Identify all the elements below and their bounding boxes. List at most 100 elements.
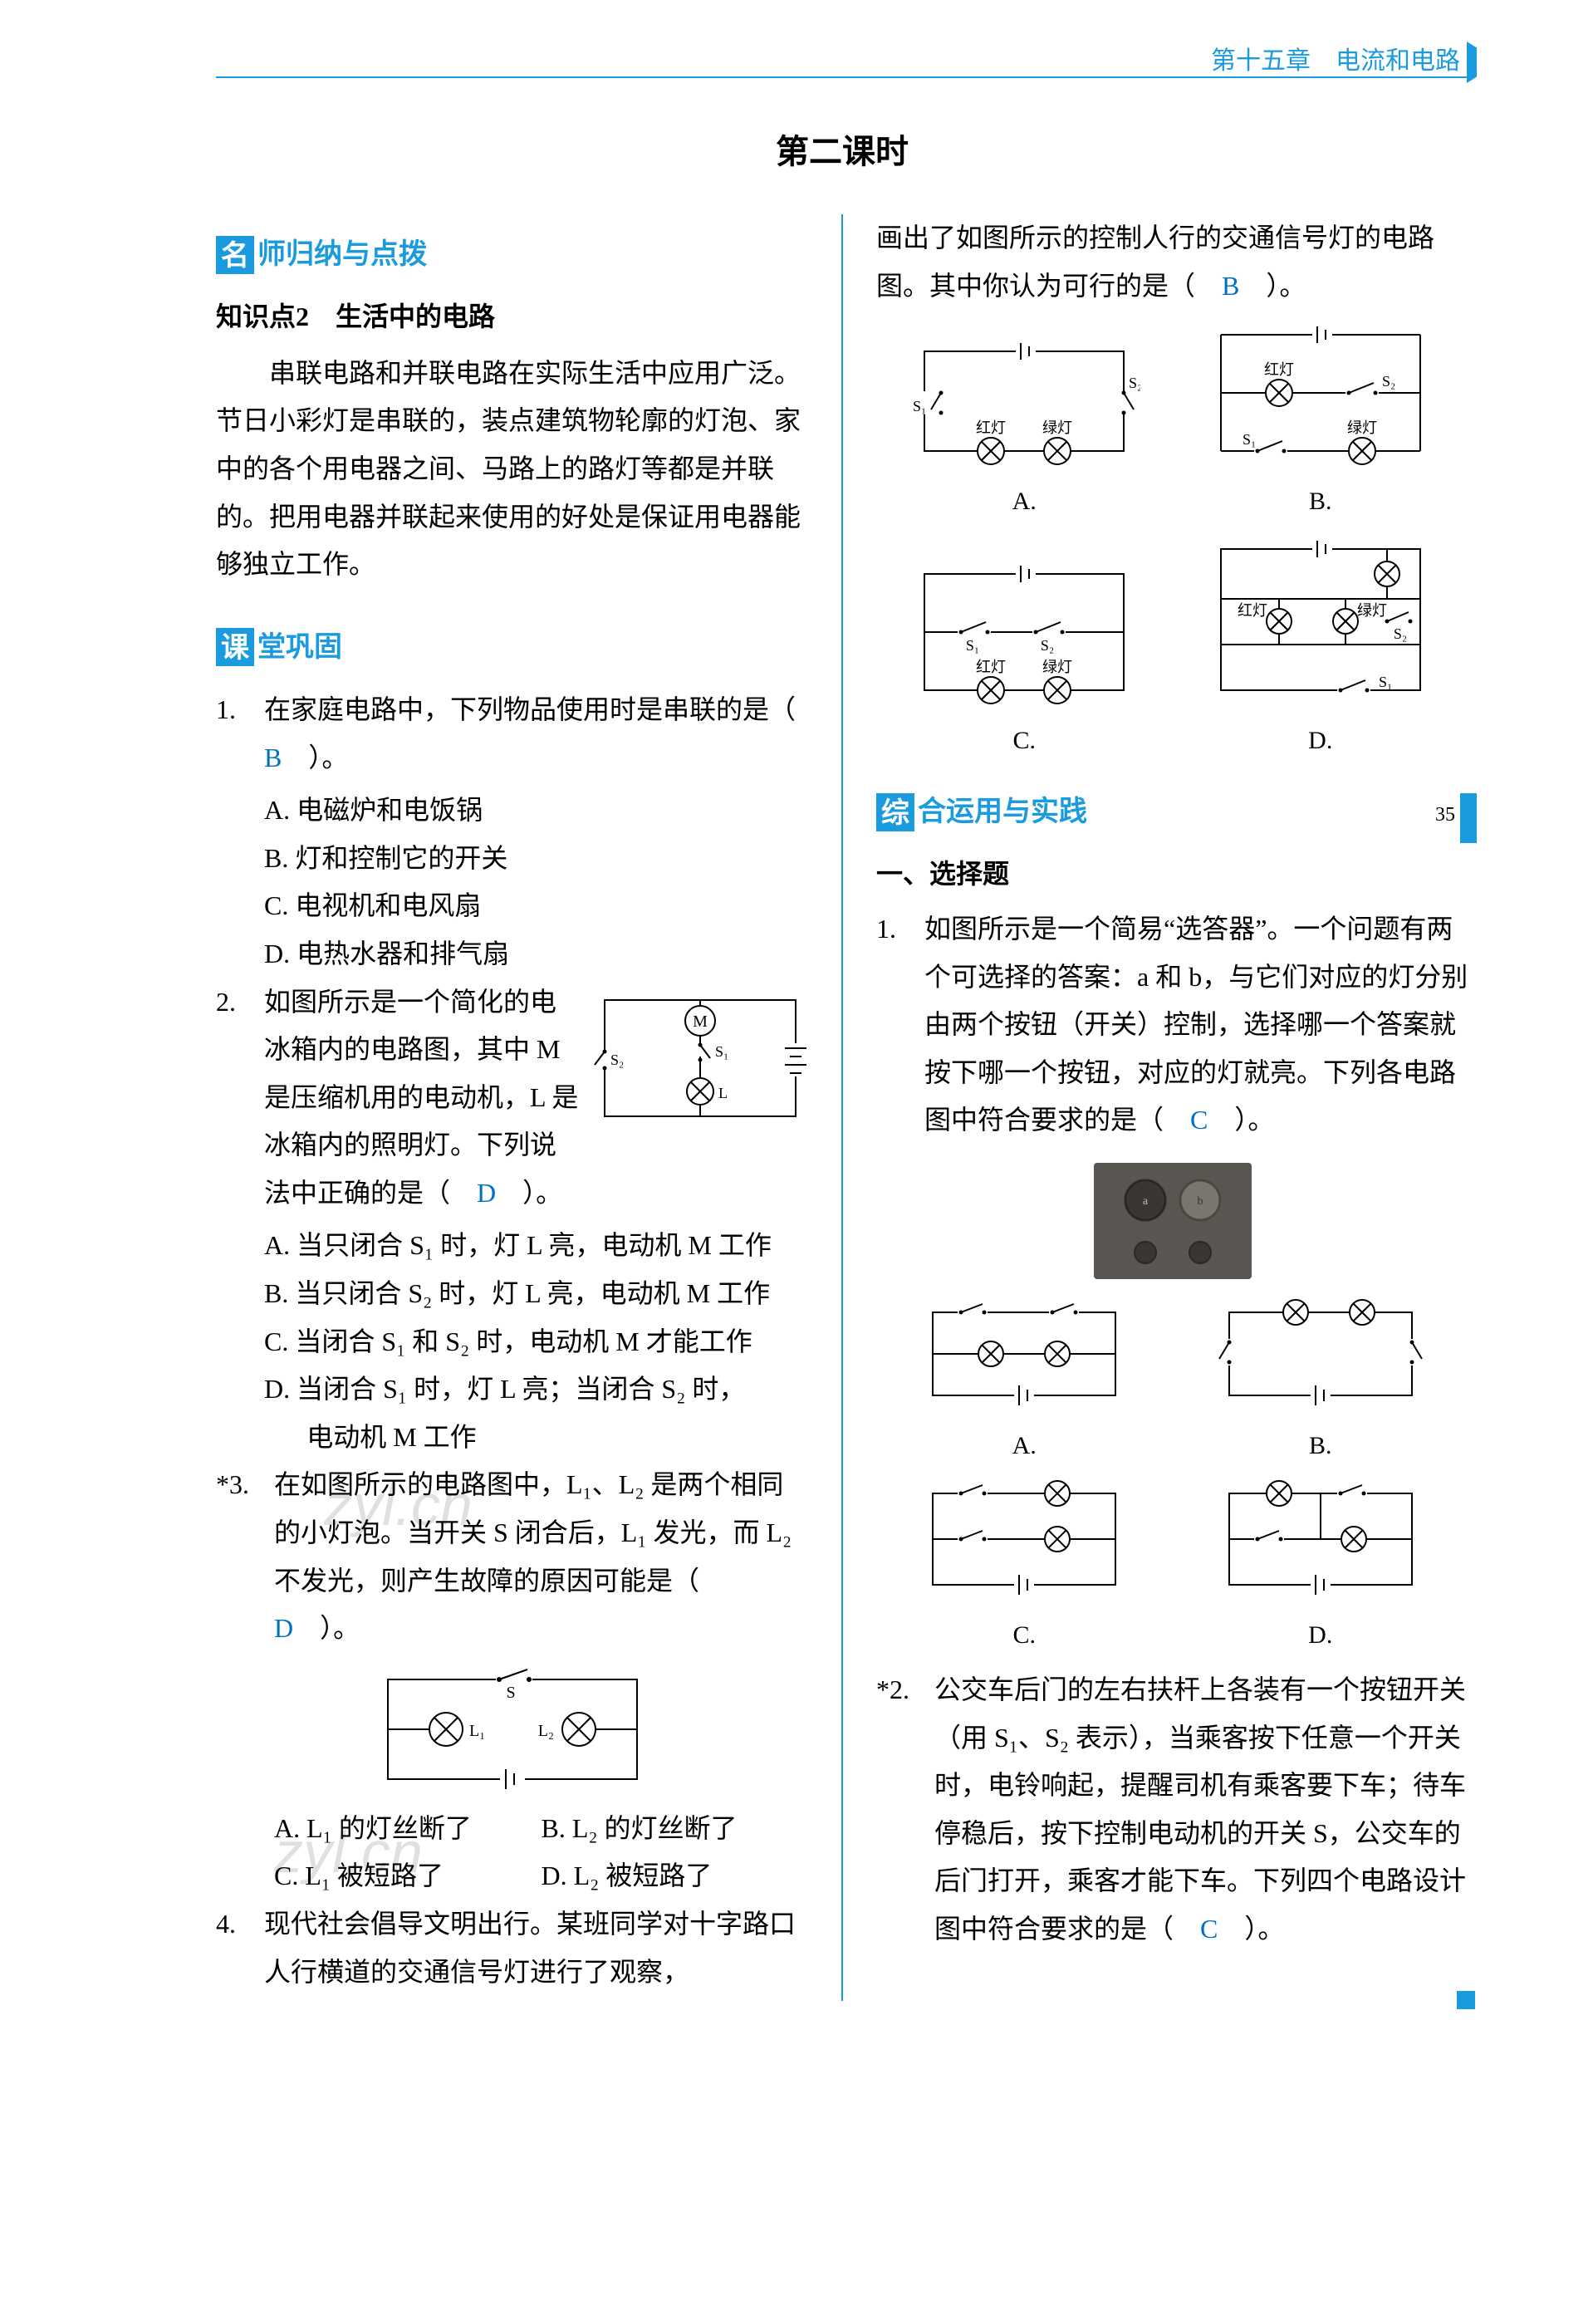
- svg-text:S₁: S₁: [1379, 674, 1392, 690]
- svg-text:S₂: S₂: [1129, 375, 1140, 391]
- svg-text:红灯: 红灯: [976, 419, 1006, 436]
- heading-choice: 一、选择题: [876, 851, 1468, 899]
- r1-labD: D.: [1213, 1613, 1429, 1658]
- r1-figD: D.: [1213, 1477, 1429, 1658]
- q2-stem-b: ）。: [496, 1178, 562, 1208]
- svg-text:绿灯: 绿灯: [1347, 419, 1377, 436]
- kp-label: 知识点2: [216, 302, 309, 331]
- svg-text:红灯: 红灯: [976, 659, 1006, 675]
- q3-num: *3.: [216, 1461, 274, 1652]
- svg-text:绿灯: 绿灯: [1357, 602, 1387, 619]
- q2-stem: 如图所示是一个简化的电冰箱内的电路图，其中 M 是压缩机用的电动机，L 是冰箱内…: [264, 987, 578, 1208]
- q3-stem: 在如图所示的电路图中，L₁、L₂ 是两个相同的小灯泡。当开关 S 闭合后，L₁ …: [274, 1469, 792, 1595]
- svg-text:L: L: [718, 1085, 728, 1101]
- svg-text:绿灯: 绿灯: [1042, 659, 1072, 675]
- svg-text:S₂: S₂: [1394, 625, 1407, 642]
- svg-text:红灯: 红灯: [1238, 602, 1267, 619]
- svg-text:L₁: L₁: [469, 1722, 485, 1740]
- r1-body: 如图所示是一个简易“选答器”。一个问题有两个可选择的答案：a 和 b，与它们对应…: [924, 905, 1468, 1145]
- r1-stem: 如图所示是一个简易“选答器”。一个问题有两个可选择的答案：a 和 b，与它们对应…: [924, 914, 1468, 1135]
- lesson-title: 第二课时: [216, 125, 1468, 173]
- q2-body: M S₁ L: [264, 978, 808, 1218]
- q4c-figC: S₁ S₂ 红灯 绿灯 C.: [908, 557, 1140, 763]
- q2-num: 2.: [216, 978, 264, 1218]
- q4c-figB: 红灯 S₂ S₁ 绿灯 B.: [1204, 318, 1437, 524]
- q4-num: 4.: [216, 1900, 264, 1996]
- sec1-box: 名: [216, 236, 254, 274]
- r2-num: *2.: [876, 1666, 934, 1954]
- q3-B: B. L₂ 的灯丝断了: [542, 1805, 809, 1853]
- r1-num: 1.: [876, 905, 924, 1145]
- q2-D1: D. 当闭合 S₁ 时，灯 L 亮；当闭合 S₂ 时，: [264, 1365, 808, 1414]
- q3-ans: D: [274, 1613, 293, 1643]
- sec3-box: 综: [876, 793, 914, 831]
- q3-A: A. L₁ 的灯丝断了: [274, 1805, 542, 1853]
- q4c-figs-row1: S₁ S₂ 红灯 绿灯: [876, 318, 1468, 524]
- q3: *3. 在如图所示的电路图中，L₁、L₂ 是两个相同的小灯泡。当开关 S 闭合后…: [216, 1461, 808, 1652]
- r1-figA: A.: [916, 1296, 1132, 1468]
- q2-ans: D: [477, 1178, 496, 1208]
- r1-figs-row1: A. B.: [876, 1296, 1468, 1468]
- q1-opts: A. 电磁炉和电饭锅 B. 灯和控制它的开关 C. 电视机和电风扇 D. 电热水…: [216, 787, 808, 978]
- q3-fig: S L₁ L₂: [216, 1663, 808, 1800]
- svg-text:S₁: S₁: [966, 637, 979, 654]
- r1-photo: a b: [876, 1155, 1468, 1287]
- q3-stem-b: ）。: [293, 1613, 360, 1643]
- q2-opts: A. 当只闭合 S₁ 时，灯 L 亮，电动机 M 工作 B. 当只闭合 S₂ 时…: [216, 1222, 808, 1461]
- r2-body: 公交车后门的左右扶杆上各装有一个按钮开关（用 S₁、S₂ 表示），当乘客按下任意…: [934, 1666, 1468, 1954]
- section-1-head: 名 师归纳与点拨: [216, 229, 808, 280]
- knowledge-body: 串联电路和并联电路在实际生活中应用广泛。节日小彩灯是串联的，装点建筑物轮廓的灯泡…: [216, 350, 808, 589]
- svg-text:红灯: 红灯: [1264, 361, 1294, 378]
- header-tab: [1467, 42, 1477, 83]
- q4c-figs-row2: S₁ S₂ 红灯 绿灯 C.: [876, 532, 1468, 763]
- kp-title: 生活中的电路: [336, 302, 495, 331]
- r2-stem: 公交车后门的左右扶杆上各装有一个按钮开关（用 S₁、S₂ 表示），当乘客按下任意…: [934, 1674, 1466, 1944]
- q1-B: B. 灯和控制它的开关: [264, 835, 808, 883]
- chapter-header: 第十五章 电流和电路: [1211, 40, 1460, 76]
- svg-text:S₁: S₁: [1243, 431, 1256, 448]
- page-number: 35: [1435, 804, 1455, 826]
- q4c-labB: B.: [1204, 479, 1437, 524]
- section-2-head: 课 堂巩固: [216, 622, 808, 673]
- q3-opts: A. L₁ 的灯丝断了 B. L₂ 的灯丝断了 C. L₁ 被短路了 D. L₂…: [216, 1805, 808, 1900]
- page-tab: [1460, 793, 1477, 843]
- column-divider: [841, 214, 843, 2001]
- q4: 4. 现代社会倡导文明出行。某班同学对十字路口人行横道的交通信号灯进行了观察，: [216, 1900, 808, 1996]
- r2: *2. 公交车后门的左右扶杆上各装有一个按钮开关（用 S₁、S₂ 表示），当乘客…: [876, 1666, 1468, 1954]
- svg-text:绿灯: 绿灯: [1042, 419, 1072, 436]
- r1: 1. 如图所示是一个简易“选答器”。一个问题有两个可选择的答案：a 和 b，与它…: [876, 905, 1468, 1145]
- sec1-rest: 师归纳与点拨: [257, 229, 427, 280]
- q2-fig: M S₁ L: [592, 983, 808, 1133]
- r1-labA: A.: [916, 1424, 1132, 1468]
- r2-stem-b: ）。: [1218, 1914, 1284, 1944]
- svg-text:L₂: L₂: [537, 1722, 553, 1740]
- q1-A: A. 电磁炉和电饭锅: [264, 787, 808, 835]
- svg-text:M: M: [693, 1012, 708, 1031]
- corner-mark: [1457, 1991, 1475, 2009]
- q4-cont: 画出了如图所示的控制人行的交通信号灯的电路图。其中你认为可行的是（ B ）。: [876, 214, 1468, 310]
- q4c-labA: A.: [908, 479, 1140, 524]
- q2-B: B. 当只闭合 S₂ 时，灯 L 亮，电动机 M 工作: [264, 1270, 808, 1318]
- q1-stem-b: ）。: [282, 743, 348, 772]
- q1: 1. 在家庭电路中，下列物品使用时是串联的是（ B ）。: [216, 686, 808, 782]
- q2-A: A. 当只闭合 S₁ 时，灯 L 亮，电动机 M 工作: [264, 1222, 808, 1270]
- right-column: 画出了如图所示的控制人行的交通信号灯的电路图。其中你认为可行的是（ B ）。: [876, 214, 1468, 2001]
- r1-labC: C.: [916, 1613, 1132, 1658]
- section-3-head: 综 合运用与实践: [876, 787, 1468, 837]
- r1-figs-row2: C.: [876, 1477, 1468, 1658]
- q1-ans: B: [264, 743, 282, 772]
- sec3-rest: 合运用与实践: [918, 787, 1087, 837]
- svg-text:S₂: S₂: [1382, 373, 1395, 390]
- svg-text:S: S: [506, 1684, 515, 1702]
- q4c-stem: 画出了如图所示的控制人行的交通信号灯的电路图。其中你认为可行的是（: [876, 223, 1434, 301]
- r1-labB: B.: [1213, 1424, 1429, 1468]
- svg-text:a: a: [1142, 1195, 1148, 1208]
- q4c-labC: C.: [908, 718, 1140, 763]
- q4c-stem-b: ）。: [1239, 271, 1306, 301]
- r1-ans: C: [1190, 1105, 1208, 1135]
- q4-stem: 现代社会倡导文明出行。某班同学对十字路口人行横道的交通信号灯进行了观察，: [264, 1900, 808, 1996]
- q2-D2: 电动机 M 工作: [264, 1414, 808, 1462]
- q1-body: 在家庭电路中，下列物品使用时是串联的是（ B ）。: [264, 686, 808, 782]
- q4c-figA: S₁ S₂ 红灯 绿灯: [908, 335, 1140, 524]
- q1-D: D. 电热水器和排气扇: [264, 930, 808, 978]
